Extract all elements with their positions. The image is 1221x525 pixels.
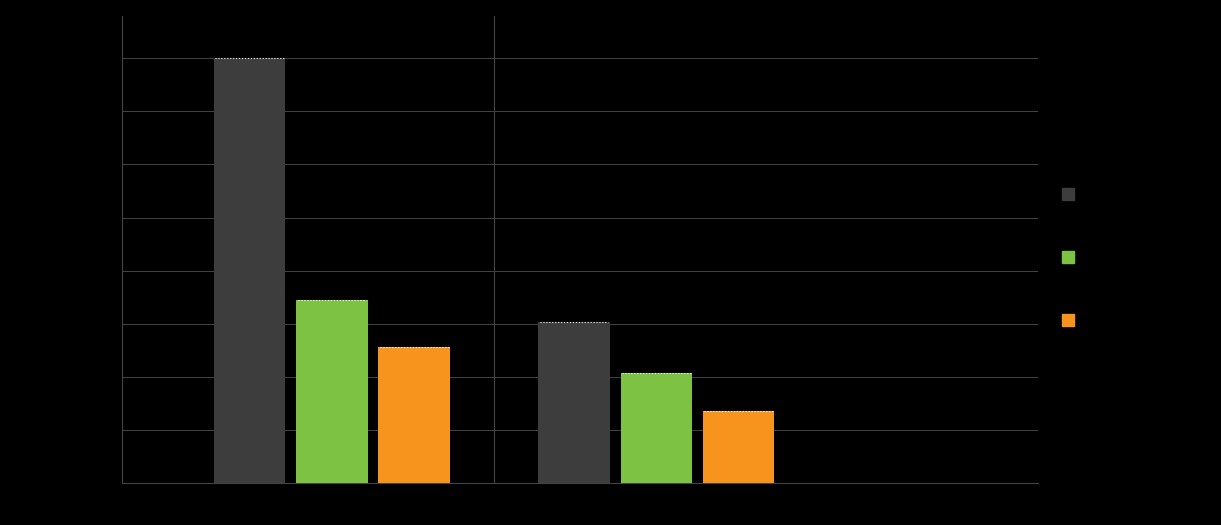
Bar bbox=[620, 373, 692, 483]
Bar bbox=[538, 322, 609, 483]
Bar bbox=[297, 300, 368, 483]
Bar bbox=[214, 58, 286, 483]
Bar bbox=[379, 347, 451, 483]
Bar bbox=[703, 411, 774, 483]
